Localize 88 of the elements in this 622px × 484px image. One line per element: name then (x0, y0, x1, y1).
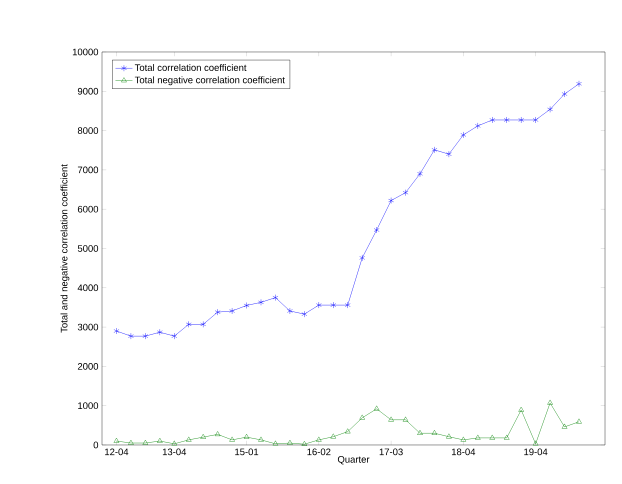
y-axis-title: Total and negative correlation coefficient (60, 164, 70, 333)
point (562, 424, 568, 429)
point (532, 440, 538, 446)
point (446, 434, 452, 438)
point (576, 80, 582, 88)
x-tick-label: 18-04 (452, 448, 476, 456)
point (344, 428, 351, 434)
point (532, 116, 538, 124)
x-tick-label: 17-03 (380, 448, 403, 456)
point (171, 332, 178, 340)
point (417, 430, 423, 435)
point (547, 106, 553, 113)
x-tick-label: 15-01 (235, 448, 258, 456)
point (316, 302, 322, 308)
point (287, 440, 293, 445)
point (330, 302, 336, 308)
point (244, 434, 250, 439)
point (114, 328, 120, 334)
point (402, 416, 408, 422)
point (214, 308, 220, 316)
point (374, 226, 380, 234)
legend-label: Total correlation coefficient (134, 64, 246, 71)
y-tick-label: 9000 (78, 88, 98, 95)
y-tick-label: 1000 (78, 402, 98, 410)
x-tick-label: 12-04 (105, 448, 128, 456)
point (344, 302, 351, 308)
point (157, 328, 163, 336)
point (374, 406, 380, 411)
point (229, 308, 235, 314)
point (432, 146, 438, 154)
point (576, 418, 582, 424)
point (504, 434, 510, 440)
point (302, 441, 308, 446)
point (475, 434, 481, 440)
point (200, 321, 206, 328)
point (475, 122, 481, 130)
point (388, 197, 394, 204)
point (518, 406, 524, 412)
point (186, 436, 192, 442)
x-tick-label: 13-04 (162, 448, 186, 456)
point (388, 416, 394, 422)
point (114, 438, 120, 443)
y-tick-label: 6000 (78, 206, 98, 213)
point (504, 116, 510, 124)
point (302, 310, 308, 318)
point (489, 116, 496, 124)
point (142, 332, 148, 340)
point (359, 254, 365, 262)
point (142, 440, 148, 445)
point (214, 431, 220, 436)
y-tick-label: 7000 (78, 166, 98, 174)
point (258, 299, 264, 306)
point (547, 400, 553, 405)
x-tick-label: 16-02 (307, 448, 330, 456)
y-tick-label: 0 (94, 442, 98, 448)
y-tick-label: 5000 (78, 245, 98, 252)
point (244, 302, 250, 309)
point (518, 116, 524, 124)
y-tick-label: 10000 (72, 48, 98, 56)
x-axis-title: Quarter (338, 456, 370, 464)
point (446, 150, 452, 158)
y-tick-label: 4000 (78, 284, 98, 292)
point (272, 440, 278, 446)
x-tick-label: 19-04 (524, 448, 548, 456)
point (157, 438, 163, 443)
point (186, 321, 192, 328)
point (128, 440, 134, 445)
point (562, 90, 568, 98)
point (272, 294, 278, 301)
point (359, 414, 365, 420)
point (287, 308, 293, 314)
legend-label: Total negative correlation coefficient (134, 76, 285, 86)
point (258, 436, 264, 442)
point (432, 430, 438, 435)
y-tick-label: 2000 (78, 363, 98, 370)
point (417, 170, 423, 178)
y-tick-label: 3000 (78, 324, 98, 330)
point (330, 434, 336, 438)
point (229, 436, 235, 442)
point (489, 434, 496, 440)
point (402, 189, 408, 196)
point (460, 436, 466, 442)
point (316, 436, 322, 442)
point (200, 434, 206, 439)
point (128, 332, 134, 340)
point (460, 132, 466, 138)
y-tick-label: 8000 (78, 127, 98, 134)
point (171, 440, 178, 446)
